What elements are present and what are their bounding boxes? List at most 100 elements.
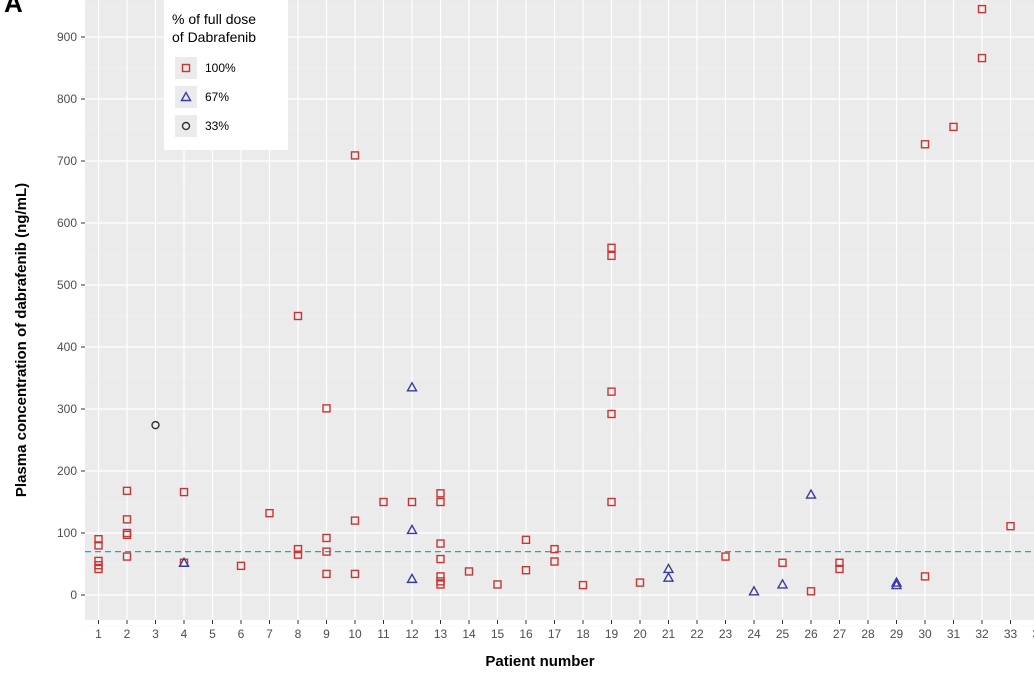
data-point-triangle xyxy=(178,556,190,567)
data-points xyxy=(94,4,1015,596)
x-tick-label: 4 xyxy=(181,627,188,641)
data-point-square xyxy=(521,566,531,575)
data-point-triangle xyxy=(890,576,903,587)
data-point-square xyxy=(350,569,360,579)
x-tick-label: 7 xyxy=(266,627,273,641)
x-tick-label: 2 xyxy=(124,627,131,641)
x-tick-label: 19 xyxy=(605,627,619,641)
x-axis-ticks: 1 2 3 4 5 6 7 8 9 10 11 12 13 14 15 16 17 18 19 20 21 22 23 24 2… xyxy=(95,620,1034,641)
legend-label: 33% xyxy=(205,119,229,133)
legend: % of full dose of Dabrafenib 100% 67% 33% xyxy=(164,0,288,150)
x-tick-label: 30 xyxy=(918,627,932,641)
data-point-square xyxy=(493,580,502,589)
x-axis-title: Patient number xyxy=(485,653,594,670)
y-tick-label: 200 xyxy=(57,464,77,478)
data-point-square xyxy=(379,497,388,507)
y-tick-label: 800 xyxy=(57,92,77,106)
x-tick-label: 14 xyxy=(462,627,476,641)
x-tick-label: 8 xyxy=(295,627,302,641)
data-point-square xyxy=(122,515,132,524)
data-point-triangle xyxy=(662,571,675,582)
data-point-square xyxy=(835,564,844,574)
legend-label: 67% xyxy=(205,90,229,104)
x-tick-label: 6 xyxy=(238,627,245,641)
legend-key-bg xyxy=(175,57,197,79)
data-point-triangle xyxy=(406,572,418,584)
data-point-square xyxy=(322,533,331,543)
y-tick-label: 0 xyxy=(70,588,77,602)
x-tick-label: 3 xyxy=(152,627,159,641)
data-point-square xyxy=(721,552,730,561)
legend-label: 100% xyxy=(205,61,236,75)
data-point-square xyxy=(293,544,303,554)
legend-items: 100% 67% 33% xyxy=(175,57,236,137)
data-point-square xyxy=(322,569,331,579)
x-tick-label: 5 xyxy=(209,627,216,641)
grid-lines xyxy=(85,0,1034,627)
data-point-triangle xyxy=(776,578,789,589)
x-tick-label: 10 xyxy=(348,627,362,641)
data-point-square xyxy=(436,572,445,581)
data-point-square xyxy=(920,572,930,581)
legend-title-line-1: % of full dose xyxy=(172,11,256,27)
data-point-square xyxy=(94,535,103,544)
data-point-square xyxy=(350,151,360,160)
x-tick-label: 12 xyxy=(405,627,419,641)
x-tick-label: 33 xyxy=(1004,627,1018,641)
x-tick-label: 32 xyxy=(975,627,989,641)
data-point-square xyxy=(550,544,559,554)
x-tick-label: 34 xyxy=(1032,627,1034,641)
data-point-square xyxy=(265,508,274,518)
data-point-square xyxy=(635,578,645,587)
y-tick-label: 100 xyxy=(57,526,77,540)
x-tick-label: 29 xyxy=(890,627,904,641)
x-tick-label: 9 xyxy=(323,627,330,641)
x-tick-label: 18 xyxy=(576,627,590,641)
legend-key-bg xyxy=(175,86,197,108)
data-point-square xyxy=(1006,521,1015,531)
x-tick-label: 1 xyxy=(95,627,102,641)
x-tick-label: 13 xyxy=(434,627,448,641)
data-point-triangle xyxy=(748,585,760,596)
x-tick-label: 15 xyxy=(491,627,505,641)
x-tick-label: 24 xyxy=(747,627,761,641)
data-point-square xyxy=(607,387,616,396)
legend-key-bg xyxy=(175,115,197,137)
data-point-square xyxy=(94,541,103,550)
data-point-square xyxy=(407,497,417,507)
x-tick-label: 26 xyxy=(804,627,818,641)
y-tick-label: 500 xyxy=(57,278,77,292)
x-tick-label: 25 xyxy=(776,627,790,641)
data-point-square xyxy=(977,53,987,63)
data-point-square xyxy=(94,564,103,574)
data-point-square xyxy=(607,409,616,419)
y-tick-label: 300 xyxy=(57,402,77,416)
data-point-square xyxy=(436,554,445,564)
data-point-square xyxy=(236,561,246,571)
data-point-square xyxy=(122,486,132,496)
data-point-square xyxy=(293,311,303,321)
x-tick-label: 20 xyxy=(633,627,647,641)
x-tick-label: 16 xyxy=(519,627,533,641)
data-point-square xyxy=(607,251,616,261)
data-point-square xyxy=(122,552,132,561)
data-point-square xyxy=(578,580,588,590)
data-point-square xyxy=(436,539,445,548)
x-tick-label: 27 xyxy=(833,627,847,641)
data-point-square xyxy=(977,4,987,14)
data-point-square xyxy=(464,567,474,576)
x-tick-label: 23 xyxy=(719,627,733,641)
data-point-square xyxy=(550,557,559,566)
x-tick-label: 31 xyxy=(947,627,961,641)
y-tick-label: 700 xyxy=(57,154,77,168)
x-tick-label: 22 xyxy=(690,627,704,641)
data-point-square xyxy=(350,516,360,525)
y-tick-label: 600 xyxy=(57,216,77,230)
data-point-triangle xyxy=(406,523,418,535)
data-point-square xyxy=(607,243,616,253)
data-point-square xyxy=(322,404,331,413)
data-point-triangle xyxy=(805,488,817,499)
data-point-square xyxy=(835,558,844,567)
data-point-square xyxy=(778,558,787,567)
